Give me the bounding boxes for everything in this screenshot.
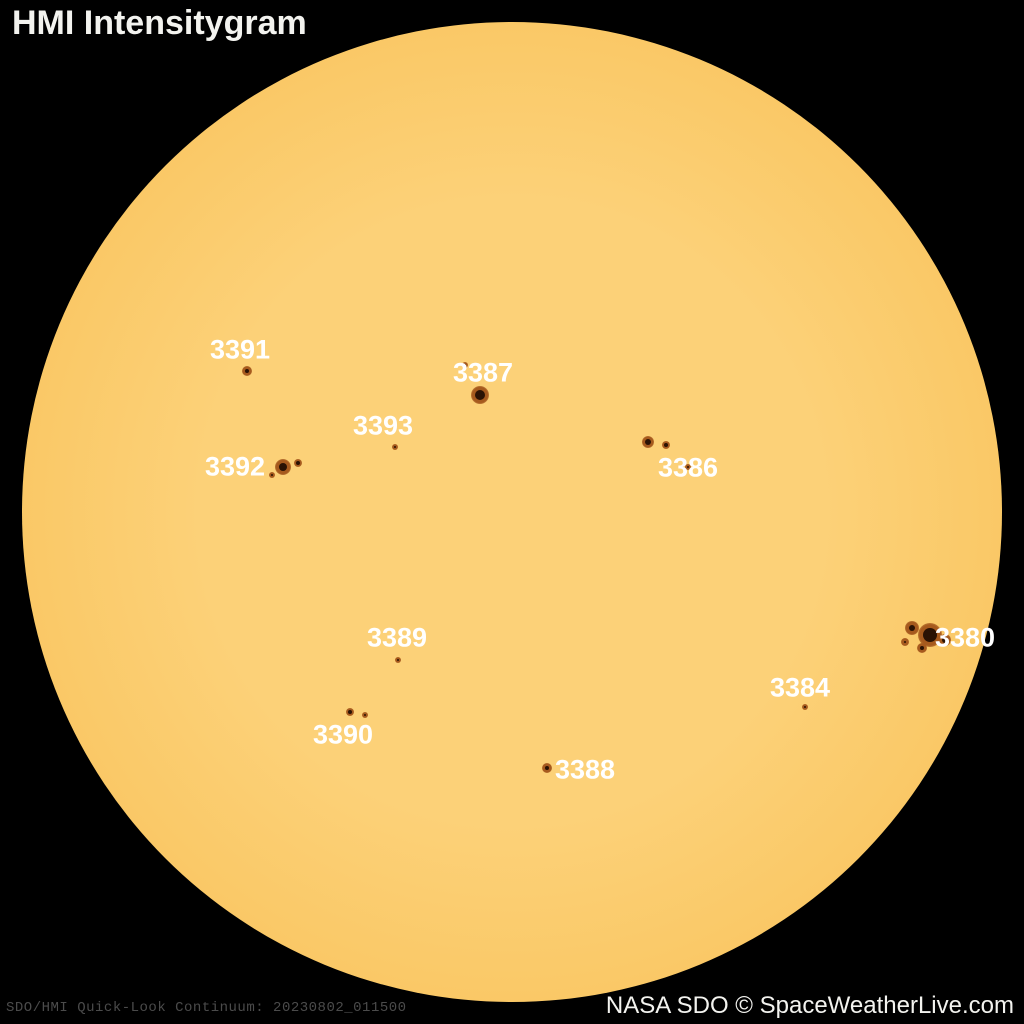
sunspot-umbra — [296, 461, 300, 465]
sunspot-umbra — [664, 443, 668, 447]
image-credit: NASA SDO © SpaceWeatherLive.com — [606, 992, 1014, 1020]
sunspot-umbra — [279, 463, 287, 471]
sunspot-umbra — [645, 439, 651, 445]
sunspot-umbra — [475, 390, 485, 400]
region-label-3388: 3388 — [555, 755, 615, 786]
region-label-3387: 3387 — [453, 358, 513, 389]
region-label-3380: 3380 — [935, 623, 995, 654]
region-label-3384: 3384 — [770, 673, 830, 704]
sunspot-umbra — [909, 625, 915, 631]
solar-disk — [22, 22, 1002, 1002]
timestamp-note: SDO/HMI Quick-Look Continuum: 20230802_0… — [6, 1000, 407, 1016]
sunspot-umbra — [920, 646, 924, 650]
sunspot-umbra — [804, 706, 806, 708]
region-label-3389: 3389 — [367, 623, 427, 654]
sunspot-umbra — [364, 714, 366, 716]
sunspot-umbra — [394, 446, 396, 448]
sunspot-umbra — [245, 369, 249, 373]
region-label-3390: 3390 — [313, 720, 373, 751]
sunspot-umbra — [271, 474, 273, 476]
sunspot-umbra — [545, 766, 549, 770]
region-label-3393: 3393 — [353, 411, 413, 442]
region-label-3386: 3386 — [658, 453, 718, 484]
sunspot-umbra — [904, 641, 906, 643]
image-title: HMI Intensitygram — [12, 4, 307, 43]
region-label-3392: 3392 — [205, 452, 265, 483]
sunspot-umbra — [397, 659, 399, 661]
intensitygram-stage: 3391 3387 3393 3392 3386 3389 3380 3384 3390 3388… — [0, 0, 1024, 1024]
sunspot-umbra — [348, 710, 352, 714]
region-label-3391: 3391 — [210, 335, 270, 366]
